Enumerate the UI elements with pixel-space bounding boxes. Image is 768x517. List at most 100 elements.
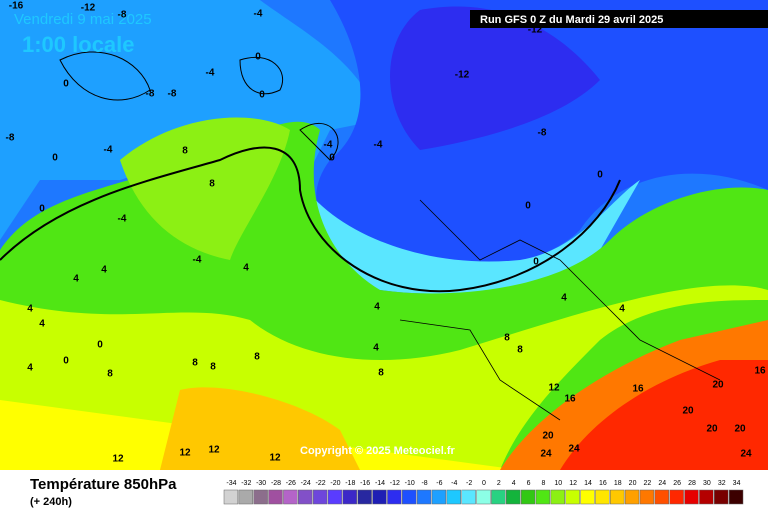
contour-label: 0 [97, 340, 103, 351]
contour-label: 4 [39, 319, 45, 330]
legend-tick-label: -20 [330, 480, 340, 487]
contour-label: 8 [107, 369, 113, 380]
contour-label: -8 [168, 89, 177, 100]
legend-swatch [550, 489, 565, 505]
run-box [470, 10, 768, 28]
contour-label: 4 [561, 293, 567, 304]
copyright: Copyright © 2025 Meteociel.fr [300, 445, 456, 457]
legend-tick-label: -16 [360, 480, 370, 487]
contour-label: 4 [27, 304, 33, 315]
contour-label: -8 [118, 10, 127, 21]
legend-swatch [714, 489, 729, 505]
legend-tick-label: 6 [527, 480, 531, 487]
contour-label: 0 [525, 201, 531, 212]
contour-label: 20 [542, 431, 554, 442]
legend-swatch [624, 489, 640, 505]
legend-tick-label: 32 [718, 480, 726, 487]
legend-swatch [283, 489, 298, 505]
contour-label: 0 [63, 79, 69, 90]
contour-label: -12 [81, 3, 96, 14]
contour-label: -8 [538, 128, 547, 139]
legend-tick-label: 22 [644, 480, 652, 487]
contour-label: 20 [734, 424, 746, 435]
legend-swatch [476, 489, 491, 505]
legend-swatch [669, 489, 684, 505]
contour-label: -4 [374, 140, 383, 151]
contour-label: 12 [269, 453, 281, 464]
contour-label: -16 [9, 1, 24, 12]
contour-label: 0 [597, 170, 603, 181]
legend-tick-label: 8 [541, 480, 545, 487]
map-zone [560, 360, 768, 470]
legend-tick-label: -26 [286, 480, 296, 487]
legend-swatch [253, 489, 268, 505]
contour-label: 8 [254, 352, 260, 363]
contour-label: 8 [517, 345, 523, 356]
contour-label: 4 [374, 302, 380, 313]
contour-label: -4 [206, 68, 215, 79]
legend-tick-label: 20 [629, 480, 637, 487]
legend-tick-label: 24 [658, 480, 666, 487]
contour-label: 12 [112, 454, 124, 465]
map-zone [120, 117, 290, 260]
contour-label: 16 [754, 366, 766, 377]
contour-label: 8 [192, 358, 198, 369]
contour-label: -8 [6, 133, 15, 144]
legend-tick-label: -10 [405, 480, 415, 487]
legend-tick-label: -4 [451, 480, 457, 487]
legend-tick-label: 12 [569, 480, 577, 487]
legend-swatch [535, 489, 551, 505]
legend-swatch [327, 489, 343, 505]
legend-swatch [580, 489, 595, 505]
contour-label: 4 [27, 363, 33, 374]
legend-swatch [312, 489, 328, 505]
legend-swatch [491, 489, 506, 505]
legend-tick-label: -18 [345, 480, 355, 487]
legend-swatch [610, 489, 625, 505]
map-zone [298, 180, 640, 294]
legend-swatch [595, 489, 610, 505]
legend-swatch [506, 489, 521, 505]
contour-label: 4 [73, 274, 79, 285]
legend-tick-label: 14 [584, 480, 592, 487]
legend-tick-label: 18 [614, 480, 622, 487]
contour-label: 24 [540, 449, 552, 460]
local-time: 1:00 locale [22, 32, 135, 57]
contour-label: 16 [564, 394, 576, 405]
contour-label: 8 [182, 146, 188, 157]
contour-label: 16 [632, 384, 644, 395]
legend-tick-label: -2 [466, 480, 472, 487]
contour-label: 0 [259, 90, 265, 101]
legend-tick-label: 34 [733, 480, 741, 487]
contour-label: 24 [568, 444, 580, 455]
legend-tick-label: -12 [390, 480, 400, 487]
map-zone [0, 0, 380, 240]
legend-tick-label: -34 [226, 480, 236, 487]
contour-label: -4 [193, 255, 202, 266]
contour-label: 24 [740, 449, 752, 460]
legend-tick-label: -8 [421, 480, 427, 487]
contour-label: 4 [243, 263, 249, 274]
coastline [59, 51, 339, 161]
legend-tick-label: -28 [271, 480, 281, 487]
legend-swatch [372, 489, 387, 505]
legend-swatch [298, 489, 313, 505]
legend-swatch [461, 489, 476, 505]
legend-swatch [699, 489, 714, 505]
legend-tick-label: -32 [241, 480, 251, 487]
contour-label: 20 [706, 424, 718, 435]
valid-date: Vendredi 9 mai 2025 [14, 11, 152, 28]
legend-swatch [342, 489, 357, 505]
legend-tick-label: -14 [375, 480, 385, 487]
contour-label: 4 [619, 304, 625, 315]
contour-label: -4 [104, 145, 113, 156]
contour-label: 20 [682, 406, 694, 417]
legend-swatch [223, 489, 239, 505]
legend-swatch [357, 489, 372, 505]
legend-tick-label: 16 [599, 480, 607, 487]
coastline [399, 199, 721, 421]
contour-label: 8 [210, 362, 216, 373]
legend-swatch [446, 489, 461, 505]
contour-label: 0 [39, 204, 45, 215]
